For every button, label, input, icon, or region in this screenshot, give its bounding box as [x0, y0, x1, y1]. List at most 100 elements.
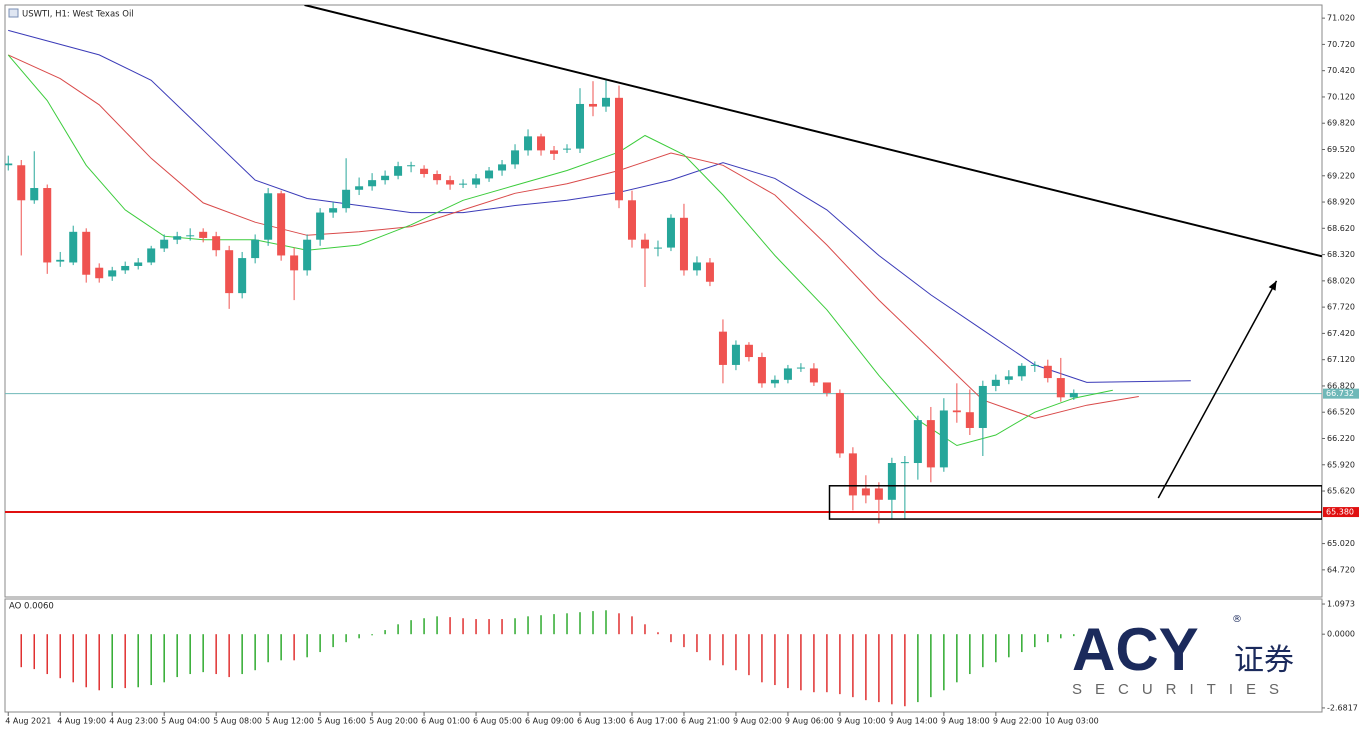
candle-body — [121, 265, 130, 271]
arrow — [1157, 280, 1278, 499]
candle-body — [965, 412, 974, 428]
x-tick-label: 5 Aug 08:00 — [213, 717, 262, 726]
y-tick-label: 1.0973 — [1327, 600, 1355, 609]
x-tick-label: 5 Aug 20:00 — [369, 717, 418, 726]
candle-body — [316, 212, 325, 240]
y-tick-label: 69.820 — [1327, 119, 1355, 128]
chart-title: USWTI, H1: West Texas Oil — [22, 10, 134, 20]
candle-body — [95, 267, 104, 279]
price-label: 65.380 — [1326, 508, 1354, 517]
candle-body — [433, 174, 442, 181]
y-tick-label: 71.020 — [1327, 14, 1355, 23]
candle-body — [991, 379, 1000, 386]
y-tick-label: 0.0000 — [1327, 630, 1355, 639]
candle-body — [511, 150, 520, 165]
candle-body — [394, 166, 403, 176]
candle-body — [524, 136, 533, 151]
candle-body — [459, 183, 468, 185]
arrow-head — [1268, 280, 1277, 291]
plot-area — [20, 610, 1075, 707]
candle-body — [757, 357, 766, 384]
y-tick-label: 67.120 — [1327, 355, 1355, 364]
candle-body — [783, 368, 792, 380]
candle-body — [614, 97, 623, 201]
y-tick-label: 69.520 — [1327, 145, 1355, 154]
candle-body — [874, 488, 883, 500]
candle-body — [939, 410, 948, 468]
candle-body — [43, 188, 52, 263]
price-label: 66.732 — [1326, 389, 1354, 398]
x-tick-label: 5 Aug 16:00 — [317, 717, 366, 726]
candle-body — [835, 392, 844, 454]
candle-body — [147, 248, 156, 263]
candle-body — [926, 420, 935, 468]
candle-body — [290, 255, 299, 271]
trendline — [304, 5, 1322, 258]
candle-body — [653, 247, 662, 249]
candle-body — [30, 188, 39, 201]
candle-body — [692, 262, 701, 271]
candle-body — [82, 231, 91, 275]
y-tick-label: 65.020 — [1327, 539, 1355, 548]
price-label-box — [1323, 388, 1359, 399]
candle-body — [809, 368, 818, 383]
candle-body — [848, 453, 857, 496]
logo: ACY ® 证券 SECURITIES — [1072, 614, 1294, 698]
x-tick-label: 5 Aug 04:00 — [161, 717, 210, 726]
y-tick-label: 70.720 — [1327, 40, 1355, 49]
indicator-title: AO 0.0060 — [9, 602, 54, 612]
moving-average — [7, 54, 1139, 419]
candle-body — [368, 180, 377, 187]
candle-body — [420, 168, 429, 175]
symbol-icon — [8, 8, 19, 18]
x-tick-label: 9 Aug 10:00 — [837, 717, 886, 726]
candle-body — [277, 193, 286, 256]
candle-body — [472, 178, 481, 185]
candle-body — [238, 258, 247, 294]
y-tick-label: 65.620 — [1327, 487, 1355, 496]
candle-body — [550, 150, 559, 154]
candle-body — [822, 382, 831, 393]
candle-body — [381, 175, 390, 181]
candle-body — [770, 379, 779, 384]
candle-body — [1069, 392, 1078, 398]
logo-tagline: SECURITIES — [1072, 681, 1292, 698]
candle-body — [199, 231, 208, 238]
logo-registered: ® — [1232, 614, 1242, 625]
candle-body — [498, 164, 507, 171]
candle-body — [731, 344, 740, 365]
candle-body — [69, 231, 78, 263]
y-tick-label: 68.020 — [1327, 276, 1355, 285]
candle-body — [485, 170, 494, 179]
candle-body — [303, 239, 312, 271]
y-tick-label: 67.720 — [1327, 303, 1355, 312]
candle-body — [900, 462, 909, 464]
y-tick-label: 66.820 — [1327, 381, 1355, 390]
candle-body — [446, 180, 455, 185]
candle-body — [17, 165, 26, 201]
candle-body — [5, 163, 13, 166]
x-tick-label: 9 Aug 18:00 — [941, 717, 990, 726]
x-tick-label: 6 Aug 21:00 — [681, 717, 730, 726]
candle-body — [1030, 364, 1039, 366]
candle-body — [666, 217, 675, 248]
candle-body — [160, 239, 169, 249]
logo-brand: ACY — [1072, 616, 1199, 683]
x-tick-label: 6 Aug 17:00 — [629, 717, 678, 726]
moving-average — [8, 29, 1191, 383]
x-tick-label: 6 Aug 05:00 — [473, 717, 522, 726]
candle-body — [329, 208, 338, 213]
candle-body — [589, 103, 598, 107]
candle-body — [251, 239, 260, 259]
y-tick-label: 69.220 — [1327, 171, 1355, 180]
logo-chinese: 证券 — [1234, 643, 1294, 678]
price-label-box — [1323, 507, 1359, 518]
x-tick-label: 9 Aug 22:00 — [993, 717, 1042, 726]
candle-body — [887, 463, 896, 500]
candle-body — [601, 97, 610, 107]
x-tick-label: 9 Aug 06:00 — [785, 717, 834, 726]
moving-average — [7, 54, 1113, 447]
candle-body — [225, 250, 234, 294]
candle-body — [640, 239, 649, 249]
y-tick-label: 68.320 — [1327, 250, 1355, 259]
